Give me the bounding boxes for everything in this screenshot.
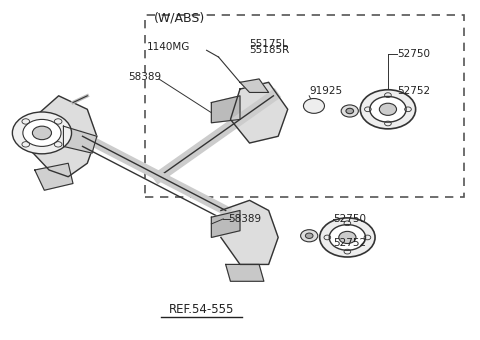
Polygon shape [35, 163, 73, 190]
Circle shape [300, 230, 318, 242]
Circle shape [360, 90, 416, 129]
Circle shape [370, 97, 406, 122]
Polygon shape [240, 79, 269, 92]
Polygon shape [221, 200, 278, 265]
Text: (W/ABS): (W/ABS) [154, 12, 205, 25]
Text: 52752: 52752 [333, 238, 366, 248]
Polygon shape [211, 96, 240, 123]
Text: 55175L: 55175L [250, 38, 288, 49]
Circle shape [305, 233, 313, 238]
Polygon shape [63, 126, 97, 153]
Polygon shape [211, 210, 240, 237]
Circle shape [346, 108, 354, 114]
Circle shape [329, 225, 365, 250]
Circle shape [341, 105, 359, 117]
Circle shape [320, 218, 375, 257]
Polygon shape [226, 265, 264, 281]
Text: 1140MG: 1140MG [146, 42, 190, 52]
Text: 52750: 52750 [333, 214, 366, 224]
Text: 58389: 58389 [128, 72, 161, 82]
Text: REF.54-555: REF.54-555 [169, 303, 235, 316]
Text: 52750: 52750 [397, 49, 431, 59]
Text: 58389: 58389 [228, 214, 261, 224]
Circle shape [379, 103, 396, 115]
Circle shape [33, 126, 51, 140]
Circle shape [303, 99, 324, 113]
Circle shape [12, 112, 72, 154]
Circle shape [23, 119, 61, 147]
Text: 91925: 91925 [309, 86, 342, 96]
Circle shape [339, 232, 356, 243]
Text: 55185R: 55185R [250, 45, 290, 55]
Polygon shape [230, 82, 288, 143]
Text: 52752: 52752 [397, 86, 431, 96]
Polygon shape [21, 96, 97, 177]
